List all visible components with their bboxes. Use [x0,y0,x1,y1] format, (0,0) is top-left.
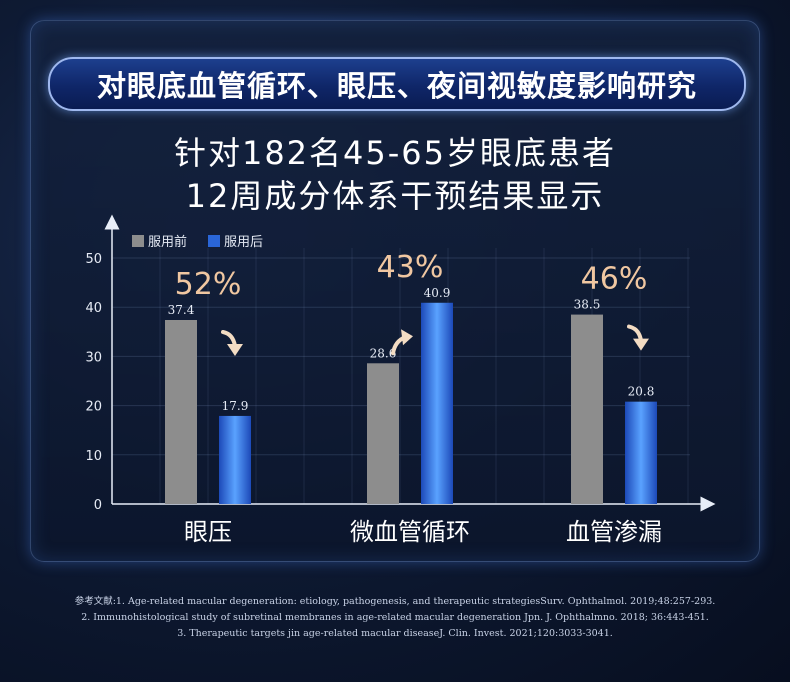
y-tick-label: 20 [85,400,102,415]
arrow-down-icon [627,324,649,351]
subtitle-line-2: 12周成分体系干预结果显示 [185,177,605,215]
subtitle-line-1: 针对182名45-65岁眼底患者 [173,134,617,172]
bar-after [421,302,453,504]
bar-value-label: 17.9 [222,399,249,413]
bar-before [571,314,603,504]
reference-1: 参考文献:1. Age-related macular degeneration… [74,596,716,607]
title-banner: 对眼底血管循环、眼压、夜间视敏度影响研究 [48,57,746,111]
page-title: 对眼底血管循环、眼压、夜间视敏度影响研究 [96,69,697,103]
change-percent-label: 46% [581,262,648,297]
y-tick-label: 50 [85,252,102,267]
change-percent-label: 43% [377,250,444,285]
arrow-down-icon [221,329,243,356]
bar-value-label: 28.6 [370,346,397,360]
bar-value-label: 38.5 [574,298,601,312]
x-category-label: 微血管循环 [350,518,470,546]
bar-before [367,363,399,504]
reference-2: 2. Immunohistological study of subretina… [81,612,709,623]
y-tick-label: 40 [85,301,102,316]
legend-label-after: 服用后 [224,235,263,250]
bar-value-label: 40.9 [424,286,451,300]
bar-value-label: 37.4 [168,303,195,317]
bar-after [625,401,657,504]
y-tick-label: 30 [85,350,102,365]
y-tick-label: 10 [85,449,102,464]
bar-value-label: 20.8 [628,385,655,399]
arrow-up-icon [391,329,413,356]
reference-3: 3. Therapeutic targets jin age-related m… [177,628,613,639]
y-tick-label: 0 [94,498,102,513]
legend-swatch-before [132,235,144,247]
legend-label-before: 服用前 [148,234,187,250]
change-percent-label: 52% [175,267,242,302]
x-category-label: 血管渗漏 [566,518,662,546]
legend: 服用前 服用后 [132,234,263,250]
bar-before [165,319,197,504]
axes [104,214,716,512]
x-category-label: 眼压 [184,518,232,546]
legend-swatch-after [208,235,220,247]
bar-after [219,415,251,504]
